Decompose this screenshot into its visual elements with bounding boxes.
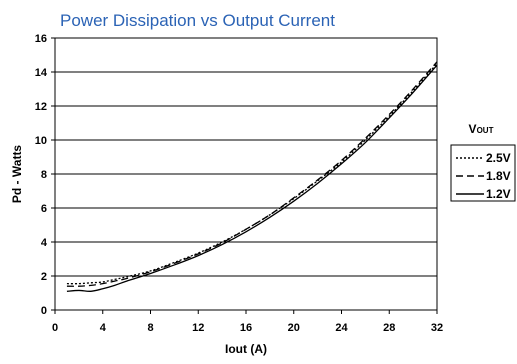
y-tick-label: 14 bbox=[35, 67, 48, 79]
y-tick-label: 10 bbox=[35, 135, 47, 147]
x-tick-label: 8 bbox=[147, 322, 153, 334]
x-axis-title: Iout (A) bbox=[225, 342, 267, 356]
x-tick-label: 32 bbox=[431, 322, 443, 334]
y-tick-label: 8 bbox=[41, 169, 47, 181]
x-tick-label: 16 bbox=[240, 322, 252, 334]
y-tick-label: 12 bbox=[35, 101, 47, 113]
chart-title: Power Dissipation vs Output Current bbox=[60, 11, 335, 30]
legend-title-sub: OUT bbox=[477, 126, 494, 135]
y-tick-label: 0 bbox=[41, 305, 47, 317]
series-lines bbox=[66, 61, 438, 292]
legend-title: VOUT bbox=[469, 122, 494, 136]
x-tick-label: 0 bbox=[52, 322, 58, 334]
legend-box bbox=[450, 144, 516, 202]
x-tick-label: 12 bbox=[192, 322, 204, 334]
legend-label: 1.2V bbox=[486, 187, 511, 201]
y-tick-label: 4 bbox=[41, 237, 48, 249]
y-tick-label: 16 bbox=[35, 33, 47, 45]
legend-label: 2.5V bbox=[486, 151, 511, 165]
legend: VOUT 2.5V 1.8V 1.2V bbox=[450, 122, 516, 202]
y-tick-label: 6 bbox=[41, 203, 47, 215]
gridlines bbox=[55, 71, 437, 277]
legend-items: 2.5V 1.8V 1.2V bbox=[456, 151, 511, 201]
y-tick-label: 2 bbox=[41, 271, 47, 283]
series-line-1-8v bbox=[66, 61, 438, 287]
x-tick-label: 28 bbox=[383, 322, 395, 334]
x-tick-label: 4 bbox=[100, 322, 107, 334]
x-tick-label: 20 bbox=[288, 322, 300, 334]
legend-title-main: V bbox=[469, 122, 477, 136]
legend-label: 1.8V bbox=[486, 169, 511, 183]
y-axis-title: Pd - Watts bbox=[10, 145, 24, 204]
x-tick-label: 24 bbox=[335, 322, 348, 334]
series-line-1-2v bbox=[66, 64, 438, 292]
